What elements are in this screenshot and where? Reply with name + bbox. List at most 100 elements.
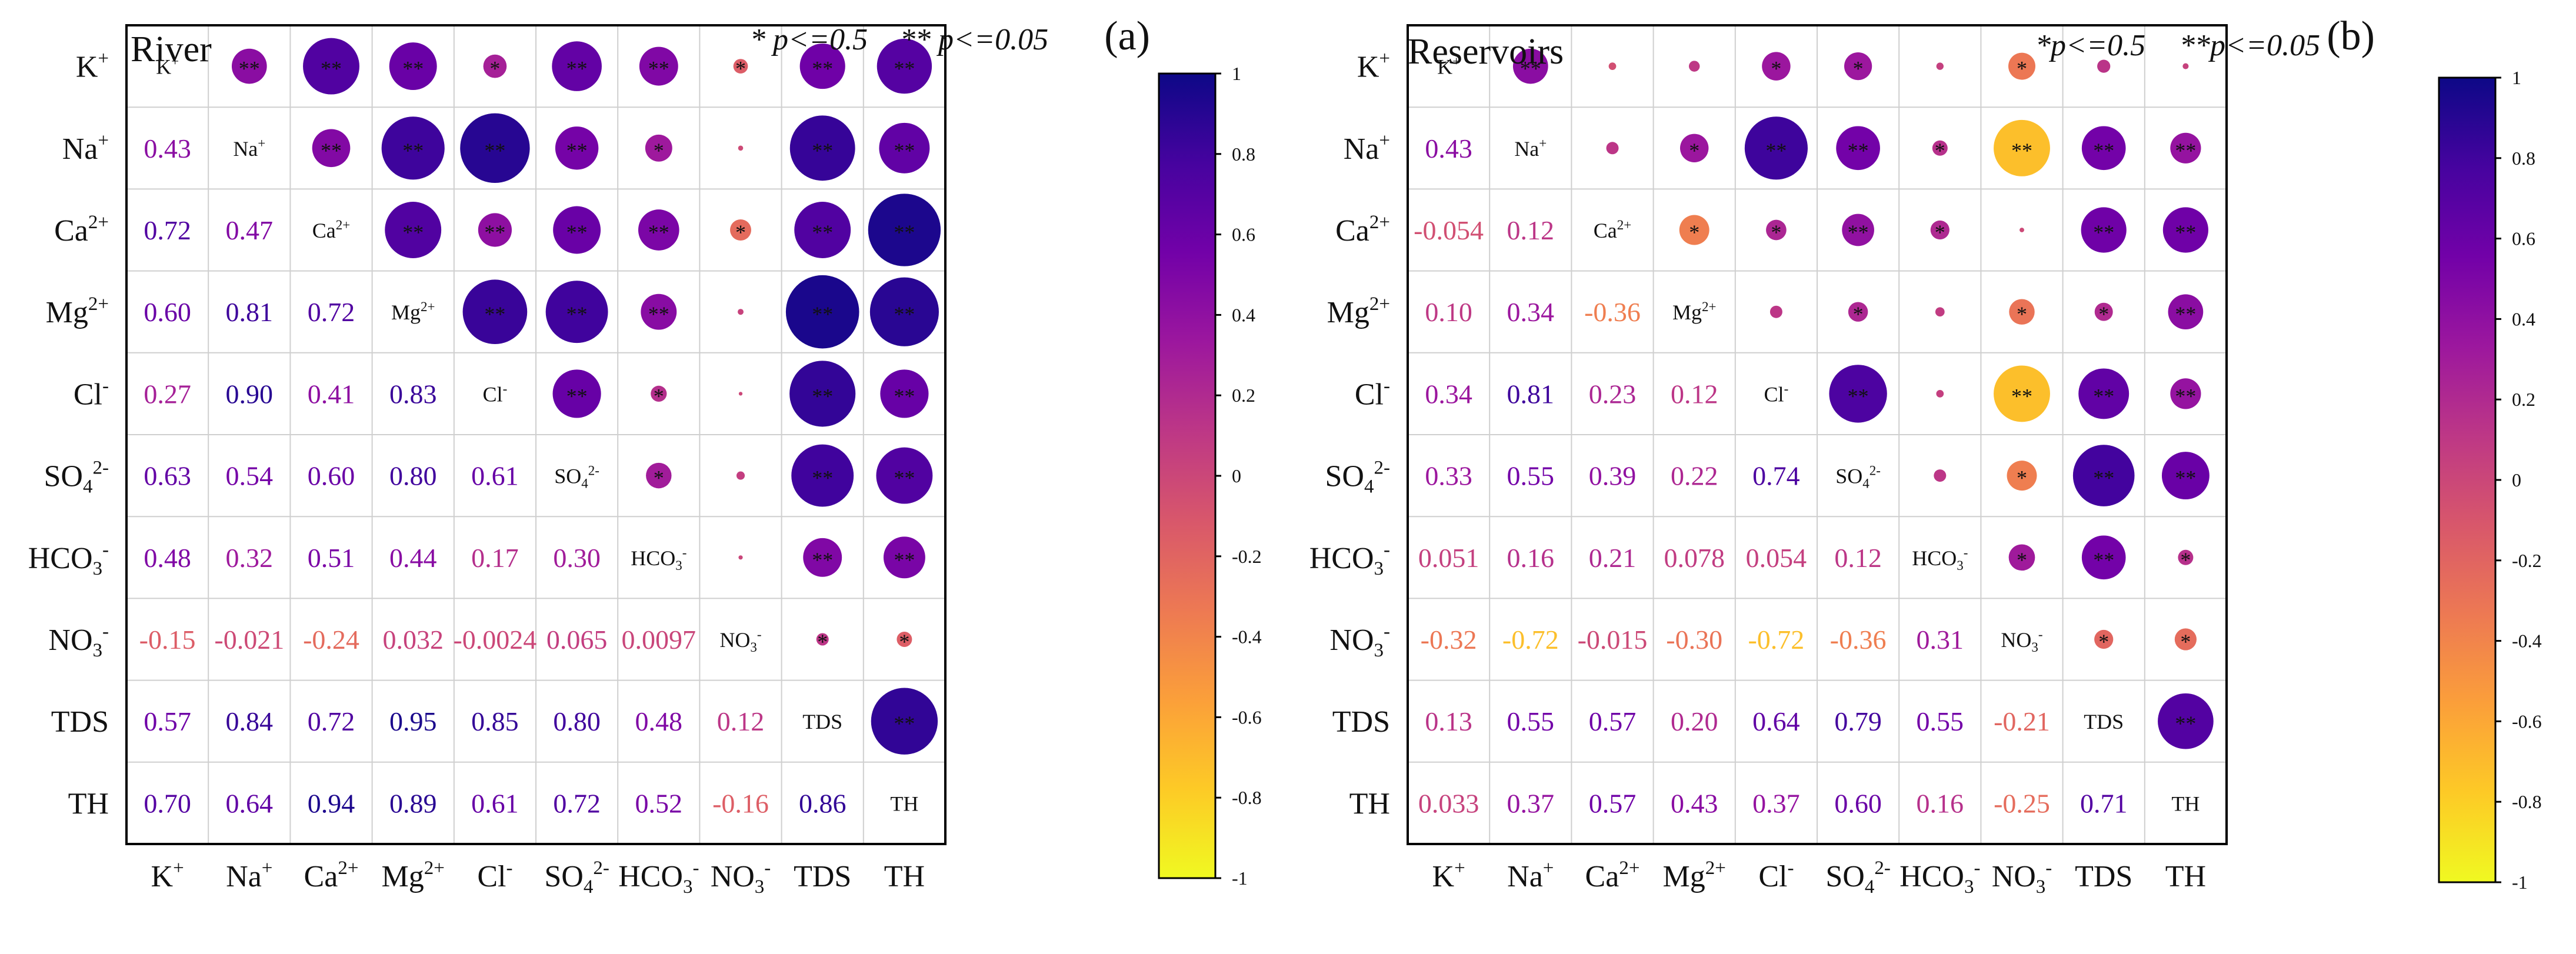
significance-marker: **: [812, 302, 833, 326]
correlation-circle: [738, 145, 744, 151]
correlation-circle: [1932, 140, 1948, 156]
correlation-circle: [1606, 142, 1619, 155]
column-label-hco3minus: HCO3-: [1899, 858, 1980, 898]
panel-reservoirs: K+ ** * * *0.43 Na+ * ** ** * ** ** **-0.054 0.12 Ca2+…: [1309, 14, 2542, 898]
row-label-mg2plus: Mg2+: [46, 293, 109, 329]
correlation-circle: [312, 129, 351, 168]
correlation-circle: [2081, 535, 2126, 580]
correlation-circle: [2081, 126, 2126, 171]
correlation-circle: [2008, 52, 2035, 80]
correlation-circle: [2158, 693, 2214, 749]
significance-marker: *: [2180, 548, 2191, 572]
correlation-value: -0.72: [1748, 625, 1804, 655]
column-label-naplus: Na+: [226, 858, 272, 893]
significance-marker: **: [1848, 384, 1869, 408]
significance-marker: *: [2180, 630, 2191, 653]
colorbar-tick-label: 0.2: [2512, 389, 2535, 410]
correlation-value: -0.36: [1584, 297, 1641, 327]
significance-marker: **: [402, 221, 424, 244]
correlation-value: 0.79: [1834, 706, 1882, 736]
significance-marker: *: [1935, 221, 1945, 244]
significance-marker: **: [2175, 712, 2196, 735]
significance-legend-one-star: *p<=0.5: [2035, 29, 2145, 62]
column-label-th: TH: [2165, 860, 2206, 893]
correlation-value: 0.84: [226, 706, 274, 736]
correlation-value: 0.64: [1752, 706, 1800, 736]
correlation-value: 0.48: [144, 543, 191, 573]
correlation-value: 0.37: [1507, 788, 1555, 818]
correlation-value: 0.12: [1834, 543, 1882, 573]
significance-marker: **: [2011, 384, 2032, 408]
significance-marker: *: [2017, 57, 2027, 81]
correlation-value: 0.61: [471, 461, 519, 491]
correlation-value: 0.43: [1425, 134, 1472, 164]
correlation-value: 0.72: [308, 297, 355, 327]
significance-marker: **: [894, 466, 915, 490]
colorbar-tick-label: 1: [2512, 67, 2521, 88]
diagonal-label-mg2plus: Mg2+: [391, 299, 435, 324]
correlation-value: 0.41: [308, 379, 355, 409]
colorbar-tick-label: 0.4: [2512, 308, 2535, 329]
correlation-circle: [733, 59, 748, 74]
correlation-value: 0.16: [1917, 788, 1964, 818]
diagonal-label-tds: TDS: [802, 710, 842, 733]
significance-marker: *: [2017, 302, 2027, 326]
significance-marker: **: [321, 139, 342, 162]
row-label-so42minus: SO42-: [44, 458, 109, 498]
diagonal-label-so42minus: SO42-: [554, 463, 599, 491]
column-label-th: TH: [884, 860, 925, 893]
correlation-value: 0.12: [717, 706, 765, 736]
diagonal-label-tds: TDS: [2084, 710, 2124, 733]
correlation-value: 0.17: [471, 543, 519, 573]
correlation-value: -0.30: [1666, 625, 1722, 655]
correlation-value: 0.39: [1589, 461, 1637, 491]
correlation-value: 0.20: [1671, 706, 1718, 736]
column-label-ca2plus: Ca2+: [1585, 858, 1640, 893]
correlation-circle: [1679, 215, 1709, 245]
colorbar-gradient: [1158, 72, 1217, 879]
correlation-circle: [2078, 368, 2130, 419]
correlation-value: 0.12: [1671, 379, 1718, 409]
significance-marker: **: [812, 466, 833, 490]
correlation-circle: [552, 41, 602, 91]
correlation-value: 0.83: [389, 379, 437, 409]
correlation-circle: [638, 209, 679, 251]
correlation-value: 0.13: [1425, 706, 1472, 736]
correlation-circle: [785, 275, 859, 349]
correlation-circle: [730, 219, 751, 241]
diagonal-label-no3minus: NO3-: [719, 627, 761, 655]
correlation-value: 0.80: [553, 706, 601, 736]
correlation-circle: [2170, 132, 2201, 164]
significance-marker: **: [484, 139, 505, 162]
correlation-circle: [552, 369, 601, 418]
significance-marker: **: [812, 384, 833, 408]
correlation-circle: [1936, 390, 1944, 398]
panel-river: K+ ** ** ** * ** ** * ** **0.43 Na+ ** ** ** ** * ** **0.…: [28, 14, 1262, 898]
correlation-circle: [871, 688, 938, 755]
correlation-value: 0.72: [308, 706, 355, 736]
correlation-circle: [791, 444, 854, 507]
row-label-no3minus: NO3-: [1329, 621, 1390, 661]
correlation-circle: [639, 46, 678, 86]
diagonal-label-clminus: Cl-: [1764, 381, 1789, 406]
correlation-circle: [803, 538, 842, 577]
correlation-circle: [2182, 63, 2189, 69]
significance-marker: **: [2175, 384, 2196, 408]
significance-marker: *: [2098, 630, 2109, 653]
significance-marker: **: [1848, 139, 1869, 162]
correlation-circle: [1762, 52, 1791, 81]
diagonal-label-naplus: Na+: [1514, 136, 1547, 161]
column-label-mg2plus: Mg2+: [382, 858, 445, 893]
correlation-circle: [1769, 305, 1782, 318]
significance-marker: **: [812, 221, 833, 244]
significance-marker: *: [735, 221, 746, 244]
significance-marker: **: [566, 384, 588, 408]
significance-marker: *: [2017, 466, 2027, 490]
diagonal-label-kplus: K+: [156, 54, 179, 79]
diagonal-label-kplus: K+: [1437, 54, 1460, 79]
row-label-clminus: Cl-: [74, 375, 109, 411]
colorbar-tick-label: 0.4: [1232, 304, 1255, 325]
significance-marker: **: [239, 57, 260, 81]
row-label-kplus: K+: [1357, 48, 1390, 84]
